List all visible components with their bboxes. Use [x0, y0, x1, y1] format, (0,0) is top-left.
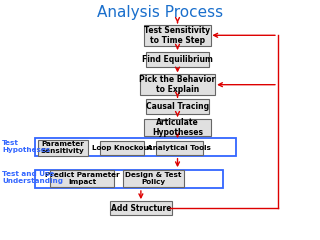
Text: Test
Hypotheses: Test Hypotheses: [2, 140, 51, 153]
Text: Test and Use
Understanding: Test and Use Understanding: [2, 171, 63, 184]
Text: Causal Tracing: Causal Tracing: [146, 102, 209, 111]
FancyBboxPatch shape: [146, 99, 209, 114]
Text: Predict Parameter
Impact: Predict Parameter Impact: [44, 172, 119, 185]
FancyBboxPatch shape: [38, 140, 88, 156]
FancyBboxPatch shape: [123, 170, 184, 187]
FancyBboxPatch shape: [140, 74, 215, 95]
FancyBboxPatch shape: [100, 141, 144, 155]
Text: Loop Knockout: Loop Knockout: [92, 145, 152, 151]
Text: Design & Test
Policy: Design & Test Policy: [125, 172, 182, 185]
FancyBboxPatch shape: [110, 201, 172, 216]
Text: Analytical Tools: Analytical Tools: [147, 145, 211, 151]
Text: Articulate
Hypotheses: Articulate Hypotheses: [152, 118, 203, 137]
FancyBboxPatch shape: [146, 52, 209, 67]
Text: Test Sensitivity
to Time Step: Test Sensitivity to Time Step: [144, 26, 211, 45]
FancyBboxPatch shape: [144, 119, 211, 137]
Text: Add Structure: Add Structure: [111, 204, 171, 213]
FancyBboxPatch shape: [156, 141, 203, 155]
FancyBboxPatch shape: [35, 170, 223, 188]
FancyBboxPatch shape: [144, 25, 211, 46]
Text: Analysis Process: Analysis Process: [97, 5, 223, 20]
Text: Parameter
Sensitivity: Parameter Sensitivity: [41, 141, 85, 154]
FancyBboxPatch shape: [35, 138, 236, 156]
Text: Find Equilibrium: Find Equilibrium: [142, 55, 213, 64]
Text: Pick the Behavior
to Explain: Pick the Behavior to Explain: [140, 75, 216, 94]
FancyBboxPatch shape: [50, 170, 114, 187]
